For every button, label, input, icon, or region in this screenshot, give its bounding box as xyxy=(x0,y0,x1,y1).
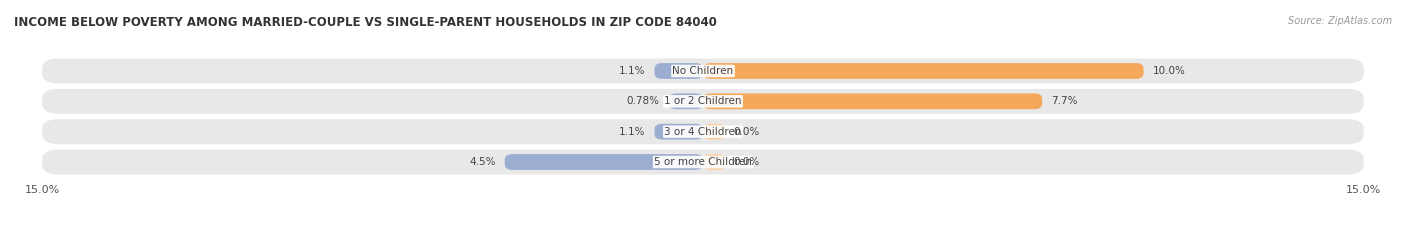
Text: 10.0%: 10.0% xyxy=(1153,66,1185,76)
Text: 1.1%: 1.1% xyxy=(619,66,645,76)
Text: 1.1%: 1.1% xyxy=(619,127,645,137)
Text: 4.5%: 4.5% xyxy=(470,157,496,167)
Text: 3 or 4 Children: 3 or 4 Children xyxy=(664,127,742,137)
Text: 7.7%: 7.7% xyxy=(1052,96,1077,106)
Text: 0.0%: 0.0% xyxy=(734,127,761,137)
FancyBboxPatch shape xyxy=(42,89,1364,114)
Text: 0.78%: 0.78% xyxy=(627,96,659,106)
FancyBboxPatch shape xyxy=(703,93,1042,109)
FancyBboxPatch shape xyxy=(42,58,1364,83)
FancyBboxPatch shape xyxy=(42,150,1364,175)
Text: INCOME BELOW POVERTY AMONG MARRIED-COUPLE VS SINGLE-PARENT HOUSEHOLDS IN ZIP COD: INCOME BELOW POVERTY AMONG MARRIED-COUPL… xyxy=(14,16,717,29)
Text: 5 or more Children: 5 or more Children xyxy=(654,157,752,167)
FancyBboxPatch shape xyxy=(42,119,1364,144)
FancyBboxPatch shape xyxy=(505,154,703,170)
FancyBboxPatch shape xyxy=(703,154,725,170)
FancyBboxPatch shape xyxy=(655,63,703,79)
FancyBboxPatch shape xyxy=(703,63,1143,79)
FancyBboxPatch shape xyxy=(703,124,725,140)
Text: 0.0%: 0.0% xyxy=(734,157,761,167)
FancyBboxPatch shape xyxy=(655,124,703,140)
FancyBboxPatch shape xyxy=(669,93,703,109)
Text: Source: ZipAtlas.com: Source: ZipAtlas.com xyxy=(1288,16,1392,26)
Text: 1 or 2 Children: 1 or 2 Children xyxy=(664,96,742,106)
Text: No Children: No Children xyxy=(672,66,734,76)
